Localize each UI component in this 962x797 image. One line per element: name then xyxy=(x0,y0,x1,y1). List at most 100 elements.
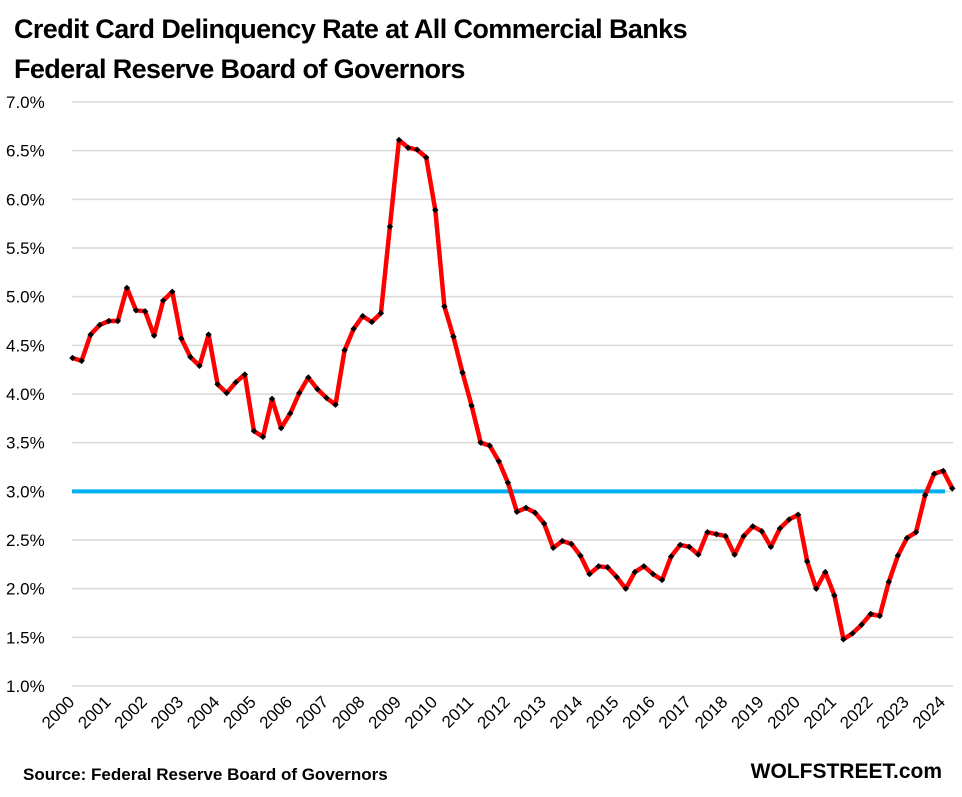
data-point xyxy=(867,610,874,618)
data-point xyxy=(622,585,629,592)
data-point xyxy=(395,136,403,144)
data-point xyxy=(178,335,185,342)
data-point xyxy=(477,439,484,446)
data-point xyxy=(286,410,294,417)
data-point xyxy=(150,332,158,339)
data-point xyxy=(831,592,838,599)
data-point xyxy=(713,530,720,538)
data-point xyxy=(377,310,385,317)
data-point xyxy=(332,401,339,408)
data-point xyxy=(105,317,112,325)
data-point xyxy=(686,543,693,551)
data-point xyxy=(114,317,122,325)
data-point xyxy=(930,470,938,478)
y-tick-label: 1.5% xyxy=(6,628,45,647)
data-point xyxy=(785,516,793,523)
data-point xyxy=(613,573,620,581)
y-tick-label: 1.0% xyxy=(6,677,45,696)
x-tick-label: 2007 xyxy=(292,692,332,732)
y-tick-label: 7.0% xyxy=(6,93,45,112)
x-tick-label: 2016 xyxy=(619,692,659,732)
gridlines xyxy=(72,101,953,687)
data-point xyxy=(740,532,747,540)
data-point xyxy=(386,223,394,230)
data-point xyxy=(522,504,530,512)
y-axis-tick-labels: 1.0% 1.5% 2.0% 2.5% 3.0% 3.5% 4.0% 4.5% 5.0% 5.5%… xyxy=(6,93,45,696)
x-tick-label: 2004 xyxy=(183,692,223,732)
x-tick-label: 2006 xyxy=(256,692,296,732)
data-series xyxy=(69,136,956,643)
y-tick-label: 3.0% xyxy=(6,482,45,501)
data-point xyxy=(323,394,330,402)
data-point xyxy=(495,457,502,465)
x-tick-label: 2018 xyxy=(691,692,731,732)
x-tick-label: 2009 xyxy=(365,692,405,732)
data-point xyxy=(423,154,430,161)
data-point xyxy=(305,374,312,381)
y-tick-label: 4.5% xyxy=(6,336,45,355)
data-point xyxy=(912,529,920,536)
data-point xyxy=(250,427,258,435)
data-point xyxy=(894,552,902,559)
data-point xyxy=(559,537,566,545)
chart-subtitle: Federal Reserve Board of Governors xyxy=(14,54,465,84)
x-tick-label: 2010 xyxy=(401,692,441,732)
y-tick-label: 3.5% xyxy=(6,434,45,453)
data-point xyxy=(676,541,684,549)
x-tick-label: 2020 xyxy=(764,692,804,732)
y-tick-label: 4.0% xyxy=(6,385,45,404)
x-tick-label: 2014 xyxy=(546,692,586,732)
data-point xyxy=(849,630,856,637)
y-tick-label: 2.5% xyxy=(6,531,45,550)
data-point xyxy=(640,563,648,570)
x-tick-label: 2024 xyxy=(909,692,949,732)
data-point xyxy=(767,543,775,551)
x-tick-label: 2023 xyxy=(873,692,913,732)
data-point xyxy=(858,621,865,628)
data-point xyxy=(885,578,892,586)
x-tick-label: 2019 xyxy=(727,692,767,732)
data-point xyxy=(296,389,303,397)
x-tick-label: 2001 xyxy=(74,692,114,732)
data-point xyxy=(259,433,267,441)
data-point xyxy=(540,520,548,527)
x-tick-label: 2003 xyxy=(147,692,187,732)
data-point xyxy=(921,492,929,499)
data-point xyxy=(658,576,666,584)
data-point xyxy=(631,568,639,576)
data-point xyxy=(840,636,847,643)
x-axis-tick-labels: 2000200120022003200420052006200720082009… xyxy=(38,692,949,732)
data-point xyxy=(232,379,239,386)
data-point xyxy=(441,303,448,310)
data-point xyxy=(568,540,575,548)
data-point xyxy=(586,570,593,578)
data-point xyxy=(940,467,947,475)
y-tick-label: 2.0% xyxy=(6,580,45,599)
data-point xyxy=(432,206,439,214)
x-tick-label: 2017 xyxy=(655,692,695,732)
data-point xyxy=(96,321,103,329)
data-point xyxy=(595,563,602,570)
data-point xyxy=(513,508,521,515)
data-point xyxy=(776,525,784,532)
data-point xyxy=(78,357,85,365)
data-point xyxy=(187,353,194,361)
data-point xyxy=(87,331,94,338)
data-point xyxy=(758,528,766,535)
data-point xyxy=(803,558,811,565)
data-point xyxy=(214,381,221,388)
x-tick-label: 2013 xyxy=(510,692,550,732)
data-point xyxy=(413,146,421,153)
data-point xyxy=(359,312,366,320)
data-point xyxy=(731,551,738,558)
data-point xyxy=(223,389,230,397)
data-point xyxy=(169,288,176,295)
x-tick-label: 2011 xyxy=(438,692,477,731)
data-point xyxy=(876,612,883,620)
data-point xyxy=(749,523,756,530)
data-point xyxy=(205,331,212,338)
data-point xyxy=(649,570,657,578)
chart-title: Credit Card Delinquency Rate at All Comm… xyxy=(14,14,688,44)
y-tick-label: 6.0% xyxy=(6,190,45,209)
data-point xyxy=(368,318,376,326)
